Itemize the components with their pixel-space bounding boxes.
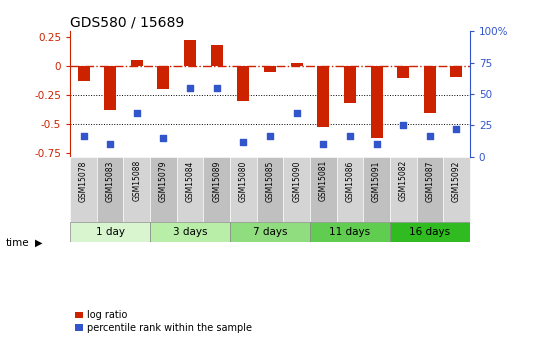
- Bar: [424, 66, 436, 113]
- Text: GSM15086: GSM15086: [346, 160, 354, 201]
- Point: [319, 141, 328, 147]
- Bar: [124, 157, 150, 222]
- Point: [346, 133, 354, 138]
- Text: GSM15080: GSM15080: [239, 160, 248, 201]
- Text: GSM15090: GSM15090: [292, 160, 301, 202]
- Text: GSM15088: GSM15088: [132, 160, 141, 201]
- Bar: [363, 157, 390, 222]
- Bar: [150, 157, 177, 222]
- Text: GSM15082: GSM15082: [399, 160, 408, 201]
- Point: [292, 110, 301, 116]
- Text: GSM15091: GSM15091: [372, 160, 381, 201]
- Bar: [230, 157, 256, 222]
- Point: [186, 85, 194, 90]
- Text: GSM15079: GSM15079: [159, 160, 168, 202]
- Bar: [310, 157, 336, 222]
- Bar: [70, 157, 97, 222]
- Text: GSM15087: GSM15087: [426, 160, 434, 201]
- Bar: [204, 157, 230, 222]
- Text: 1 day: 1 day: [96, 227, 125, 237]
- Point: [266, 133, 274, 138]
- Bar: [158, 66, 170, 89]
- Bar: [177, 157, 204, 222]
- Text: ▶: ▶: [35, 238, 43, 248]
- Bar: [450, 66, 462, 77]
- Bar: [390, 222, 470, 242]
- Point: [372, 141, 381, 147]
- Bar: [238, 66, 249, 101]
- Legend: log ratio, percentile rank within the sample: log ratio, percentile rank within the sa…: [75, 310, 252, 333]
- Point: [452, 127, 461, 132]
- Point: [399, 123, 408, 128]
- Text: time: time: [5, 238, 29, 248]
- Bar: [104, 66, 116, 110]
- Bar: [264, 66, 276, 72]
- Point: [106, 141, 114, 147]
- Bar: [284, 157, 310, 222]
- Bar: [344, 66, 356, 104]
- Bar: [310, 222, 390, 242]
- Bar: [443, 157, 470, 222]
- Point: [426, 133, 434, 138]
- Bar: [230, 222, 310, 242]
- Text: 7 days: 7 days: [253, 227, 287, 237]
- Bar: [318, 66, 329, 127]
- Point: [159, 135, 168, 141]
- Bar: [150, 222, 230, 242]
- Point: [212, 85, 221, 90]
- Text: GSM15092: GSM15092: [452, 160, 461, 201]
- Bar: [131, 60, 143, 66]
- Bar: [70, 222, 150, 242]
- Text: 11 days: 11 days: [329, 227, 370, 237]
- Text: GSM15085: GSM15085: [266, 160, 274, 201]
- Bar: [184, 40, 196, 66]
- Bar: [97, 157, 124, 222]
- Text: GSM15083: GSM15083: [106, 160, 114, 201]
- Point: [239, 139, 248, 145]
- Bar: [291, 62, 302, 66]
- Bar: [78, 66, 90, 81]
- Text: GSM15084: GSM15084: [186, 160, 194, 201]
- Text: GDS580 / 15689: GDS580 / 15689: [70, 16, 185, 30]
- Text: GSM15081: GSM15081: [319, 160, 328, 201]
- Bar: [397, 66, 409, 78]
- Text: 16 days: 16 days: [409, 227, 450, 237]
- Bar: [211, 45, 222, 66]
- Point: [79, 133, 88, 138]
- Point: [132, 110, 141, 116]
- Text: 3 days: 3 days: [173, 227, 207, 237]
- Text: GSM15089: GSM15089: [212, 160, 221, 201]
- Bar: [336, 157, 363, 222]
- Text: GSM15078: GSM15078: [79, 160, 88, 201]
- Bar: [256, 157, 284, 222]
- Bar: [390, 157, 416, 222]
- Bar: [416, 157, 443, 222]
- Bar: [370, 66, 382, 138]
